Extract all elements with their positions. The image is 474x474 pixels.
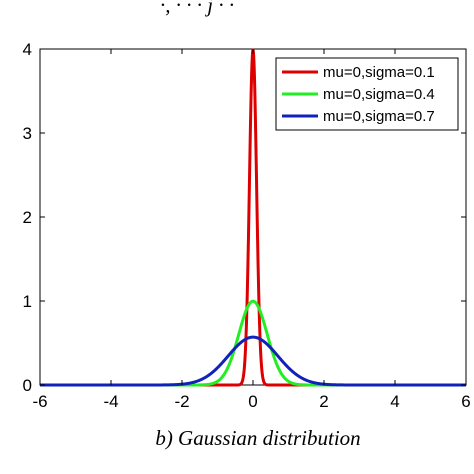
y-tick-label: 2 xyxy=(23,208,32,227)
x-tick-label: 2 xyxy=(319,392,328,411)
x-tick-label: 0 xyxy=(248,392,257,411)
x-tick-label: 6 xyxy=(461,392,470,411)
legend-label-1: mu=0,sigma=0.1 xyxy=(323,64,435,81)
series-line-2 xyxy=(38,299,468,387)
x-tick-label: -2 xyxy=(174,392,189,411)
x-tick-label: 4 xyxy=(390,392,399,411)
series-line-3 xyxy=(38,335,468,387)
figure-caption: b) Gaussian distribution xyxy=(155,426,360,450)
y-tick-label: 4 xyxy=(23,40,32,59)
x-tick-label: -6 xyxy=(32,392,47,411)
y-tick-label: 1 xyxy=(23,292,32,311)
legend-label-3: mu=0,sigma=0.7 xyxy=(323,108,435,125)
legend: mu=0,sigma=0.1 mu=0,sigma=0.4 mu=0,sigma=0… xyxy=(275,57,459,131)
y-axis: 0 1 2 3 4 xyxy=(23,40,466,395)
y-tick-label: 3 xyxy=(23,124,32,143)
plot-area: -6 -4 -2 0 2 4 6 0 1 2 3 4 xyxy=(23,40,471,411)
x-tick-label: -4 xyxy=(103,392,118,411)
header-text-fragment: ·, · · · j · · xyxy=(160,0,234,17)
y-tick-label: 0 xyxy=(23,376,32,395)
x-axis: -6 -4 -2 0 2 4 6 xyxy=(32,49,471,411)
legend-label-2: mu=0,sigma=0.4 xyxy=(323,86,435,103)
